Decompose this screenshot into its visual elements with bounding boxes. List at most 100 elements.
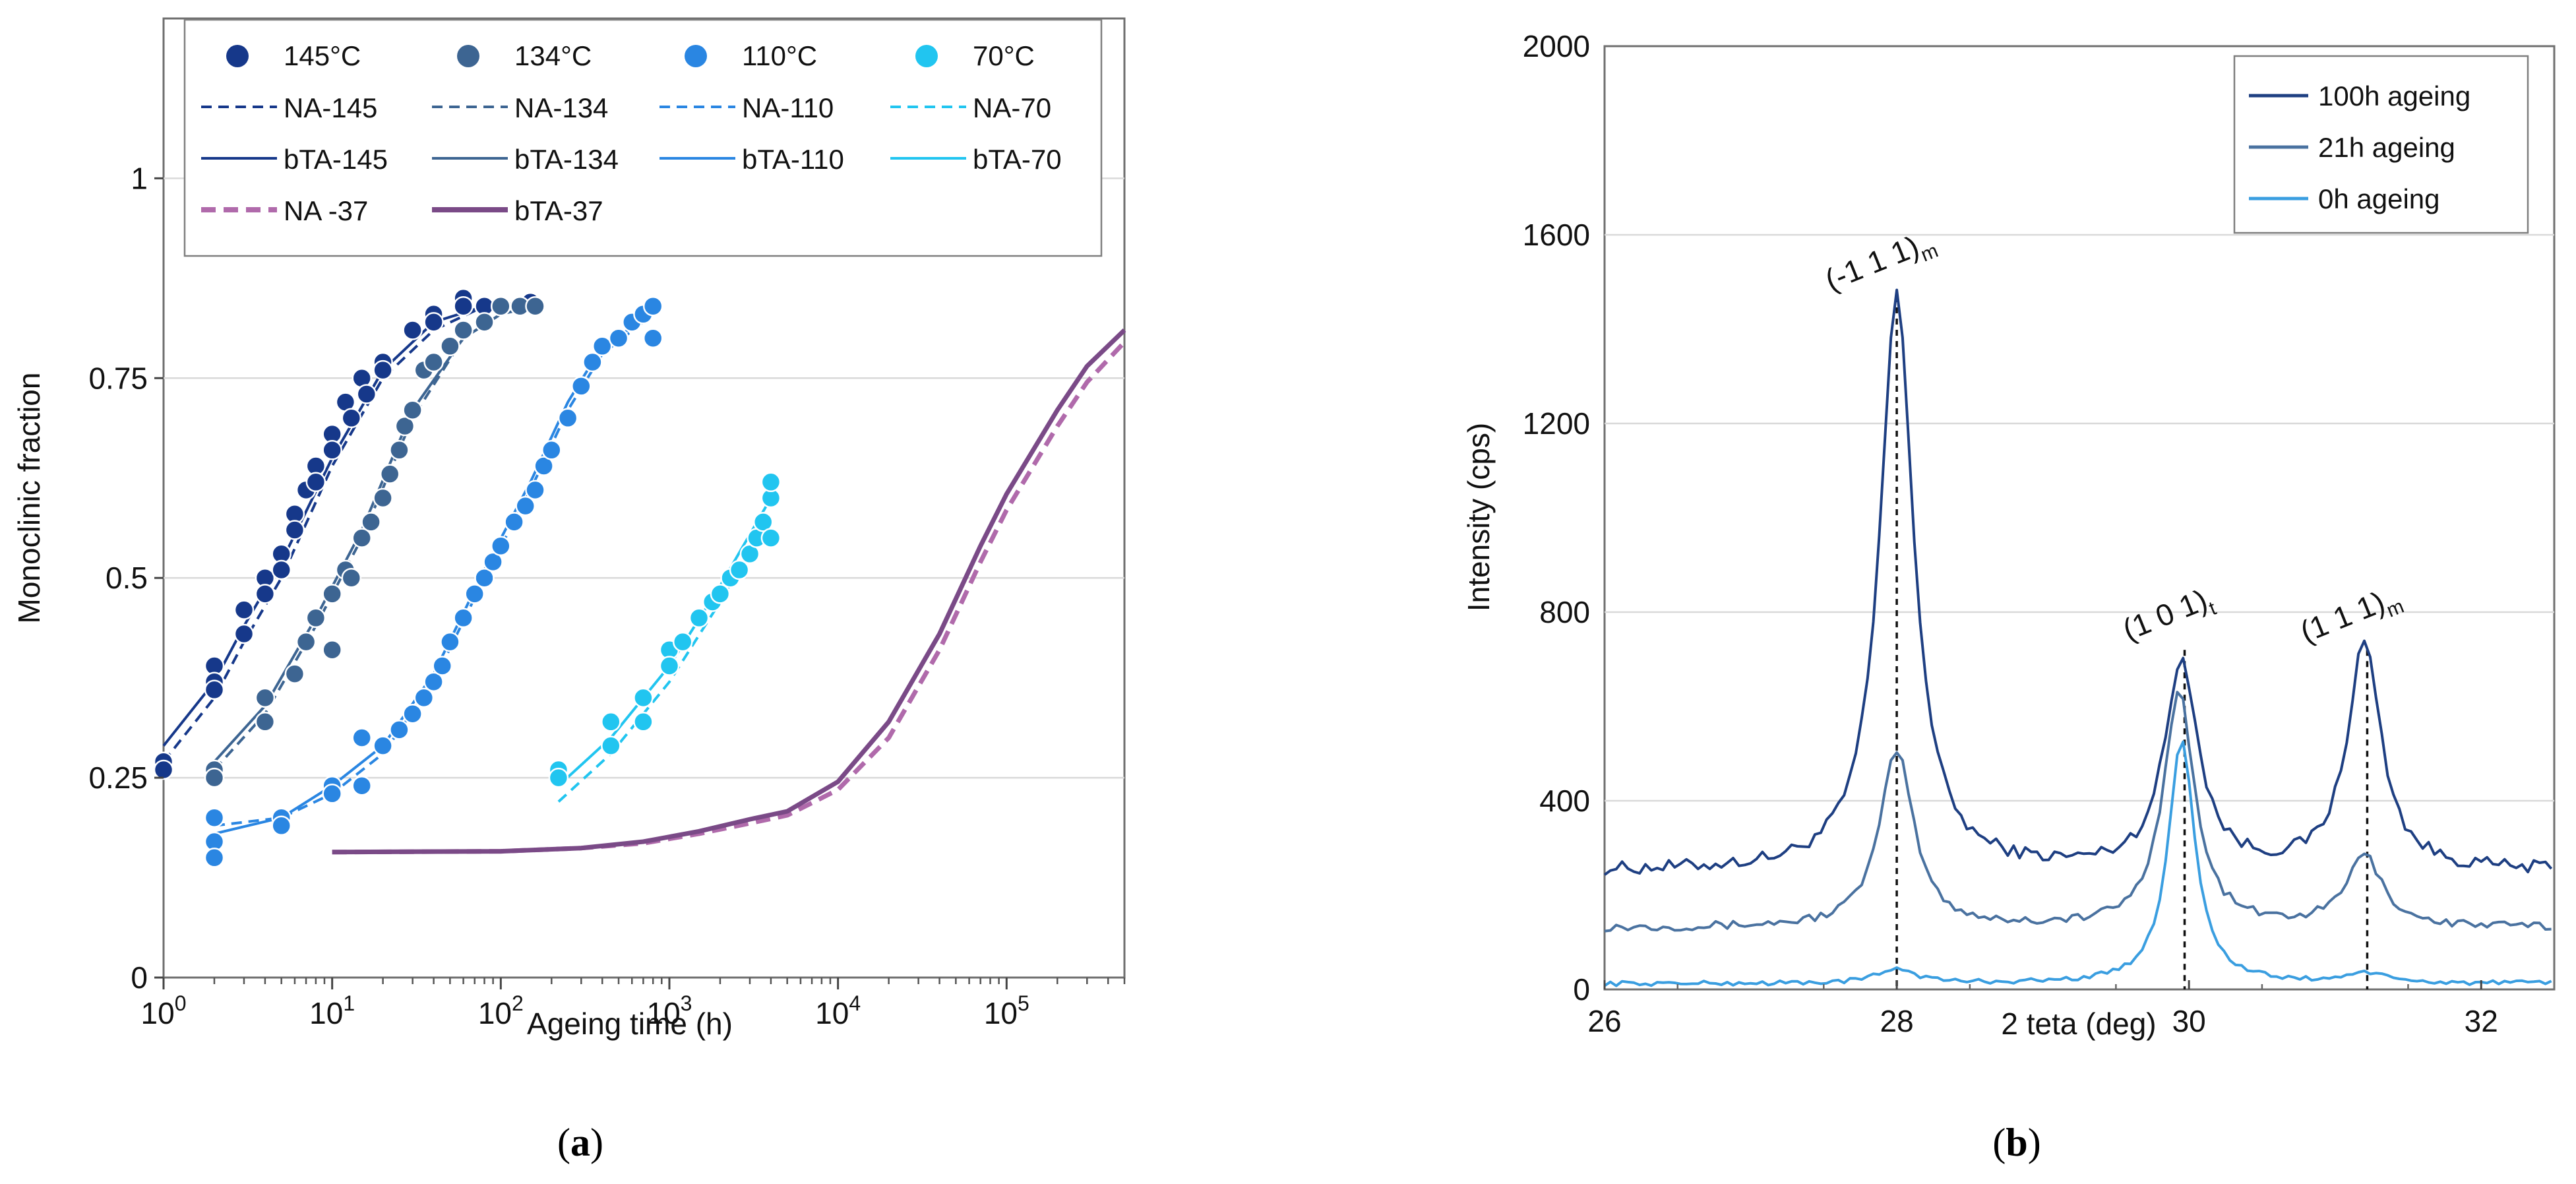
curve-bta37 [332, 328, 1126, 855]
data-point [322, 584, 342, 604]
x-axis-title-b: 2 teta (deg) [2001, 1007, 2156, 1041]
data-point [423, 671, 444, 692]
legend-label-a: 145°C [284, 40, 361, 71]
data-point [592, 336, 613, 357]
data-point [525, 480, 545, 501]
data-point [356, 384, 377, 404]
data-point [255, 687, 276, 708]
legend-label-a: NA-145 [284, 92, 377, 123]
data-point [373, 735, 393, 756]
data-point [361, 512, 381, 532]
legend-label-a: NA-70 [973, 92, 1051, 123]
data-point [389, 440, 410, 460]
x-tick-label-a: 103 [646, 991, 692, 1030]
data-point [541, 440, 562, 460]
data-point [204, 679, 225, 701]
data-point [464, 584, 485, 604]
data-point [233, 623, 255, 644]
data-point [504, 512, 524, 532]
data-point [352, 728, 372, 748]
xrd-line-21hageing [1604, 691, 2552, 933]
data-point [402, 703, 423, 724]
data-point [642, 296, 663, 317]
data-point [760, 472, 782, 493]
legend-label-a: NA-110 [742, 92, 834, 123]
caption-b: (b) [1992, 1121, 2040, 1164]
data-point [389, 720, 410, 740]
curve-na110 [214, 313, 654, 827]
data-point [474, 567, 495, 588]
legend-marker-a [915, 45, 938, 67]
legend-b: 100h ageing 21h ageing 0h ageing [2233, 55, 2529, 234]
data-point [534, 456, 554, 476]
legend-label-b: 21h ageing [2318, 132, 2455, 163]
data-point [322, 639, 342, 660]
data-point [394, 416, 415, 437]
y-tick-label-a: 0.25 [88, 761, 148, 795]
legend-label-a: 110°C [742, 40, 817, 71]
y-tick-label-b: 2000 [1523, 29, 1590, 63]
data-point [271, 815, 291, 836]
legend-label-a: 70°C [973, 40, 1035, 71]
data-point [204, 767, 225, 788]
legend-label-a: NA-134 [514, 92, 608, 123]
x-axis-title-a: Ageing time (h) [527, 1007, 733, 1041]
xrd-line-0hageing [1603, 740, 2552, 987]
data-point [689, 608, 710, 629]
data-point [729, 559, 750, 580]
data-point [582, 352, 603, 373]
data-point [491, 296, 511, 317]
x-tick-label-a: 102 [478, 991, 524, 1030]
legend-box-a [183, 18, 1103, 257]
data-point [255, 712, 276, 732]
data-point [204, 848, 225, 868]
y-tick-label-a: 0.5 [106, 561, 148, 595]
data-point [601, 712, 621, 732]
data-point [233, 600, 255, 620]
legend-label-a: NA -37 [284, 195, 368, 226]
data-point [525, 296, 545, 317]
y-tick-label-b: 800 [1539, 595, 1590, 629]
data-point [453, 608, 474, 629]
legend-a: 145°C 134°C 110°C 70°C NA-145 NA-134 NA-110 NA-… [183, 18, 1103, 257]
y-axis-title-a: Monoclinic fraction [12, 373, 46, 624]
data-point [440, 336, 460, 357]
data-point [402, 320, 423, 340]
data-point [423, 352, 444, 373]
data-point [322, 440, 342, 460]
data-point [453, 320, 474, 340]
data-point [305, 472, 326, 493]
x-tick-label-b: 30 [2172, 1004, 2206, 1038]
x-tick-label-a: 105 [984, 991, 1029, 1030]
data-point [153, 759, 174, 780]
data-point [352, 528, 372, 548]
y-tick-label-b: 400 [1539, 784, 1590, 818]
data-point [608, 328, 629, 348]
data-point [341, 567, 362, 588]
data-point [710, 584, 731, 604]
y-tick-label-b: 1200 [1523, 406, 1590, 441]
data-point [432, 656, 452, 676]
legend-label-a: bTA-134 [514, 144, 619, 175]
data-point [423, 312, 444, 332]
data-point [305, 608, 326, 629]
data-point [633, 687, 654, 708]
data-point [453, 296, 474, 317]
legend-label-b: 0h ageing [2318, 183, 2440, 214]
x-tick-label-b: 28 [1880, 1004, 1913, 1038]
data-point [642, 328, 663, 348]
data-point [373, 487, 393, 509]
xrd-line-100hageing [1603, 288, 2553, 876]
data-point [515, 495, 536, 516]
data-point [402, 400, 423, 420]
legend-marker-a [457, 45, 479, 67]
data-point [204, 807, 225, 828]
x-tick-label-b: 32 [2465, 1004, 2498, 1038]
x-tick-label-b: 26 [1587, 1004, 1621, 1038]
data-point [255, 584, 276, 604]
data-point [672, 631, 693, 652]
data-point [752, 512, 774, 532]
data-point [491, 536, 511, 556]
